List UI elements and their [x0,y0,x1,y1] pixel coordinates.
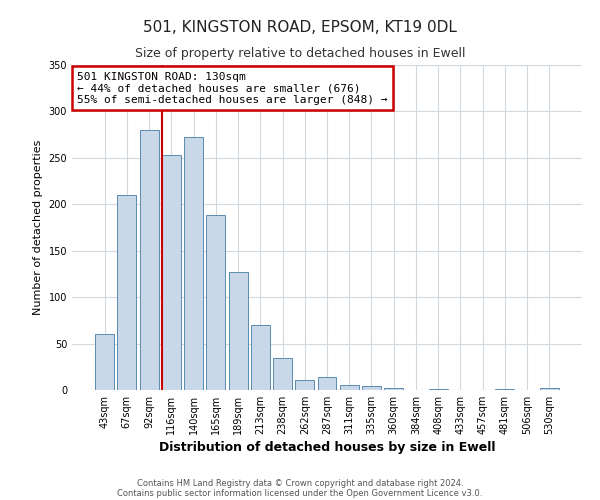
Bar [429,389,448,390]
Bar [118,195,136,390]
Bar [251,325,270,390]
Bar [184,138,203,390]
Text: 501 KINGSTON ROAD: 130sqm
← 44% of detached houses are smaller (676)
55% of semi: 501 KINGSTON ROAD: 130sqm ← 44% of detac… [77,72,388,104]
Text: 501, KINGSTON ROAD, EPSOM, KT19 0DL: 501, KINGSTON ROAD, EPSOM, KT19 0DL [143,20,457,35]
Bar [140,130,158,390]
Bar [362,386,381,390]
Text: Contains public sector information licensed under the Open Government Licence v3: Contains public sector information licen… [118,488,482,498]
Bar [162,155,181,390]
Bar [340,386,359,390]
Bar [496,389,514,390]
Bar [95,334,114,390]
Bar [206,216,225,390]
X-axis label: Distribution of detached houses by size in Ewell: Distribution of detached houses by size … [159,441,495,454]
Bar [273,358,292,390]
Y-axis label: Number of detached properties: Number of detached properties [33,140,43,315]
Bar [384,388,403,390]
Bar [229,272,248,390]
Bar [317,377,337,390]
Text: Contains HM Land Registry data © Crown copyright and database right 2024.: Contains HM Land Registry data © Crown c… [137,478,463,488]
Text: Size of property relative to detached houses in Ewell: Size of property relative to detached ho… [135,48,465,60]
Bar [540,388,559,390]
Bar [295,380,314,390]
